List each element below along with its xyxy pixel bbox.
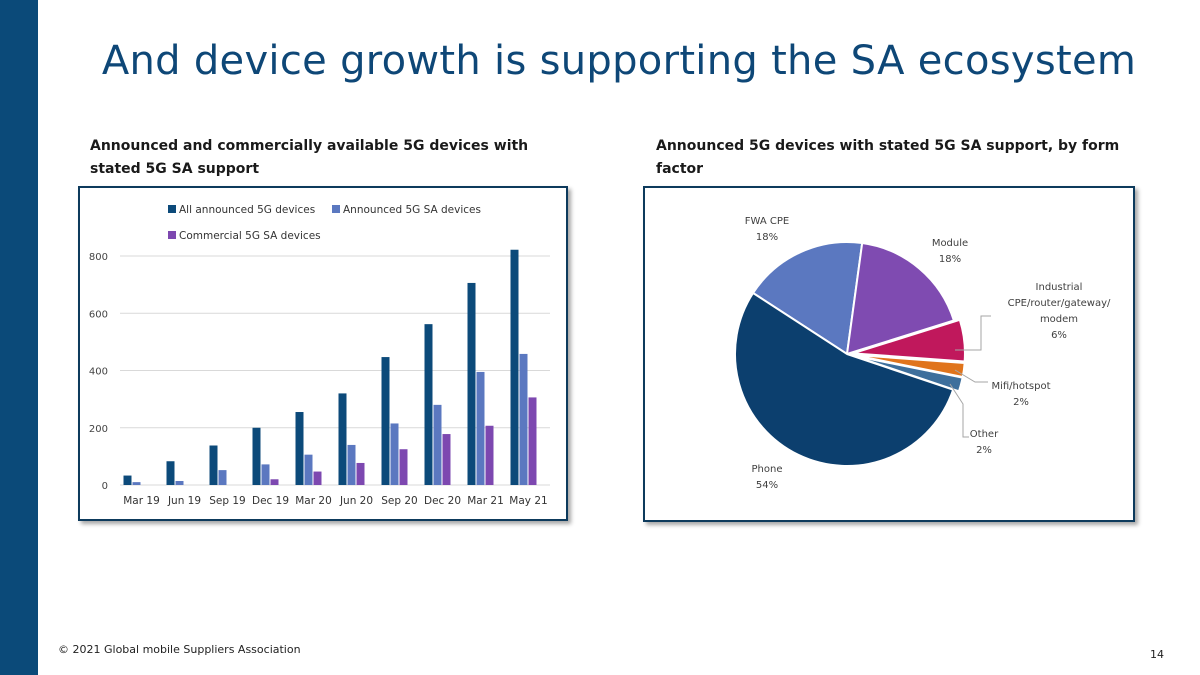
bar-all-announced-5g-devices-sep-19 [209,445,218,485]
bar-chart-title: Announced and commercially available 5G … [90,135,528,181]
x-tick-label: Jun 20 [339,495,373,507]
pie-label-phone: Phone [752,464,783,475]
bar-announced-5g-sa-devices-may-21 [519,353,528,485]
bar-commercial-5g-sa-devices-dec-20 [442,434,451,485]
pie-slice-fwa-cpe [751,241,864,356]
pie-chart-title-line-2: factor [656,161,704,177]
x-tick-label: Mar 20 [295,495,332,507]
pie-slice-industrial-cpe-router-gateway-modem [852,318,966,363]
pie-chart-title-line-1: Announced 5G devices with stated 5G SA s… [656,138,1120,154]
legend-label-announced-5g-sa-devices: Announced 5G SA devices [343,204,481,216]
bar-all-announced-5g-devices-sep-20 [381,357,390,485]
x-tick-label: May 21 [509,495,547,507]
bar-announced-5g-sa-devices-mar-21 [476,371,485,485]
slide-title: And device growth is supporting the SA e… [101,38,1137,84]
bar-announced-5g-sa-devices-sep-20 [390,423,399,485]
bar-commercial-5g-sa-devices-sep-20 [399,449,408,485]
pie-pct-mifi-hotspot: 2% [1013,397,1029,408]
pie-label-fwa-cpe: FWA CPE [745,216,789,227]
bar-announced-5g-sa-devices-dec-20 [433,404,442,485]
x-tick-label: Jun 19 [167,495,201,507]
pie-label-mifi-hotspot: Mifi/hotspot [991,381,1050,392]
pie-pct-industrial-cpe-router-gateway-modem: 6% [1051,330,1067,341]
bar-commercial-5g-sa-devices-mar-20 [313,471,322,485]
pie-label-industrial-cpe-router-gateway-modem: CPE/router/gateway/ [1008,298,1111,309]
page-number: 14 [1150,648,1164,661]
y-tick-label: 0 [102,481,108,492]
pie-pct-fwa-cpe: 18% [756,232,778,243]
bar-all-announced-5g-devices-mar-19 [123,475,132,485]
bar-commercial-5g-sa-devices-may-21 [528,397,537,485]
bar-announced-5g-sa-devices-jun-20 [347,444,356,485]
pie-pct-phone: 54% [756,480,778,491]
x-tick-label: Mar 21 [467,495,504,507]
bar-commercial-5g-sa-devices-dec-19 [270,479,279,485]
copyright-footer: © 2021 Global mobile Suppliers Associati… [58,643,301,656]
pie-pct-module: 18% [939,254,961,265]
bar-all-announced-5g-devices-may-21 [510,249,519,485]
bar-all-announced-5g-devices-jun-19 [166,461,175,485]
legend-swatch-announced-5g-sa-devices [332,205,340,213]
bar-all-announced-5g-devices-mar-21 [467,282,476,485]
bar-chart-panel: 0 200 400 600 800 Mar 19 Jun 19 Sep 19 Dec 19 Mar… [78,186,568,521]
legend-swatch-commercial-5g-sa-devices [168,231,176,239]
x-tick-label: Mar 19 [123,495,160,507]
y-tick-label: 600 [89,309,108,320]
leader-line-other [949,383,969,438]
x-tick-label: Sep 20 [381,495,418,507]
legend-label-commercial-5g-sa-devices: Commercial 5G SA devices [179,230,321,242]
bar-announced-5g-sa-devices-sep-19 [218,470,227,485]
x-tick-label: Dec 19 [252,495,289,507]
pie-label-other: Other [970,429,999,440]
bar-chart-title-line-1: Announced and commercially available 5G … [90,138,529,154]
y-tick-label: 400 [89,367,108,378]
bar-announced-5g-sa-devices-jun-19 [175,480,184,485]
bar-commercial-5g-sa-devices-jun-20 [356,462,365,485]
pie-chart-title: Announced 5G devices with stated 5G SA s… [656,135,1119,181]
bar-commercial-5g-sa-devices-mar-21 [485,425,494,485]
bar-chart: 0 200 400 600 800 Mar 19 Jun 19 Sep 19 Dec 19 Mar… [89,204,550,507]
sidebar-band [0,0,38,675]
pie-label-industrial-cpe-router-gateway-modem: Industrial [1036,282,1083,293]
pie-label-industrial-cpe-router-gateway-modem: modem [1040,314,1078,325]
bar-all-announced-5g-devices-jun-20 [338,393,347,485]
pie-chart: Phone 54% FWA CPE 18% Module 18% Industrial CPE… [734,216,1111,491]
y-tick-label: 200 [89,424,108,435]
leader-line-industrial-cpe-router-gateway-modem [955,315,991,351]
x-tick-label: Sep 19 [209,495,246,507]
bar-all-announced-5g-devices-mar-20 [295,412,304,485]
pie-pct-other: 2% [976,445,992,456]
bar-announced-5g-sa-devices-dec-19 [261,464,270,485]
legend-swatch-all-announced-5g-devices [168,205,176,213]
pie-slice-phone [734,291,955,467]
x-tick-label: Dec 20 [424,495,461,507]
bar-all-announced-5g-devices-dec-19 [252,427,261,485]
legend-label-all-announced-5g-devices: All announced 5G devices [179,204,315,216]
bar-announced-5g-sa-devices-mar-20 [304,454,313,485]
pie-slice-module [845,241,956,356]
bar-chart-title-line-2: stated 5G SA support [90,161,260,177]
bar-all-announced-5g-devices-dec-20 [424,324,433,485]
leader-line-mifi-hotspot [954,369,988,383]
pie-label-module: Module [932,238,968,249]
y-tick-label: 800 [89,252,108,263]
bar-announced-5g-sa-devices-mar-19 [132,482,141,485]
pie-chart-panel: Phone 54% FWA CPE 18% Module 18% Industrial CPE… [643,186,1135,522]
